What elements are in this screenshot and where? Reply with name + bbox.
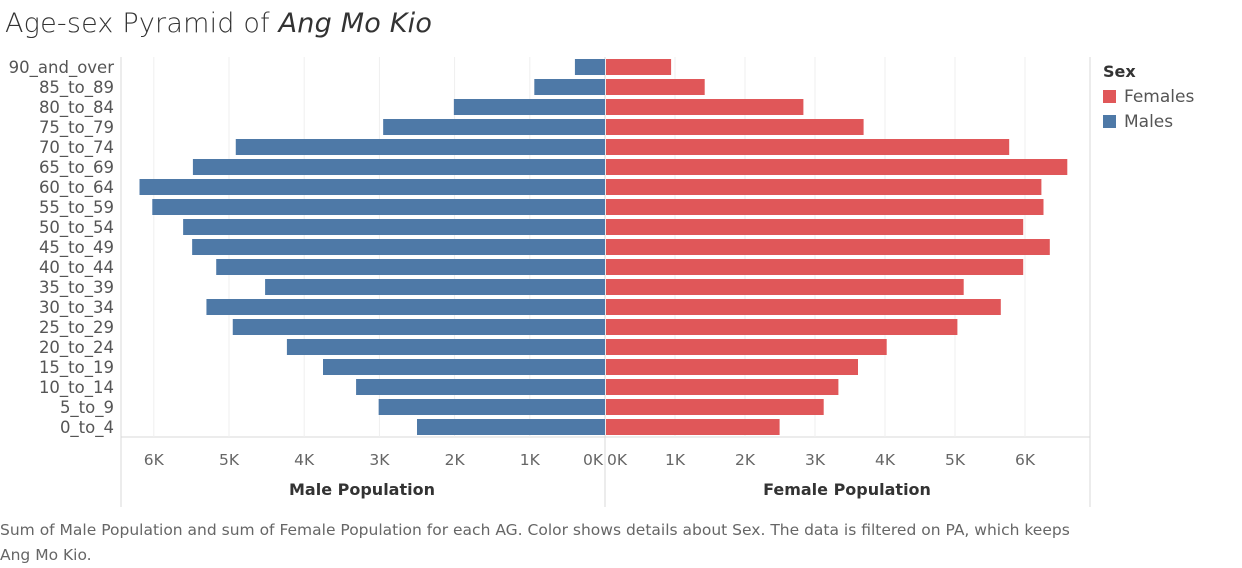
category-label: 85_to_89 xyxy=(39,78,114,98)
male-bar-55_to_59[interactable] xyxy=(152,199,605,215)
male-bar-20_to_24[interactable] xyxy=(286,339,605,355)
male-bar-30_to_34[interactable] xyxy=(206,299,605,315)
female-tick-label: 5K xyxy=(945,451,966,469)
male-bar-35_to_39[interactable] xyxy=(265,279,605,295)
bars xyxy=(139,59,1068,435)
category-label: 45_to_49 xyxy=(39,238,114,258)
legend: Sex Females Males xyxy=(1103,62,1194,134)
male-tick-label: 2K xyxy=(445,451,466,469)
female-bar-80_to_84[interactable] xyxy=(606,99,804,115)
male-bar-25_to_29[interactable] xyxy=(232,319,605,335)
category-label: 35_to_39 xyxy=(39,278,114,298)
male-tick-label: 6K xyxy=(144,451,165,469)
female-tick-label: 1K xyxy=(665,451,686,469)
pyramid-chart: 90_and_over85_to_8980_to_8475_to_7970_to… xyxy=(9,57,1091,507)
female-bar-90_and_over[interactable] xyxy=(606,59,672,75)
male-tick-label: 0K xyxy=(583,451,604,469)
male-bar-5_to_9[interactable] xyxy=(378,399,605,415)
male-bar-90_and_over[interactable] xyxy=(574,59,605,75)
male-tick-label: 5K xyxy=(219,451,240,469)
female-bar-35_to_39[interactable] xyxy=(606,279,964,295)
male-bar-75_to_79[interactable] xyxy=(383,119,605,135)
male-bar-0_to_4[interactable] xyxy=(417,419,605,435)
category-label: 15_to_19 xyxy=(39,358,114,378)
category-label: 50_to_54 xyxy=(39,218,114,238)
legend-title: Sex xyxy=(1103,62,1136,81)
female-bar-70_to_74[interactable] xyxy=(606,139,1010,155)
female-bar-75_to_79[interactable] xyxy=(606,119,864,135)
axis-ticks: 6K 5K 4K 3K 2K 1K 0K 0K 1K 2K 3K 4K 5K 6K xyxy=(144,451,1036,469)
category-label: 70_to_74 xyxy=(39,138,114,158)
category-label: 20_to_24 xyxy=(39,338,114,358)
female-bar-5_to_9[interactable] xyxy=(606,399,824,415)
male-axis-label: Male Population xyxy=(289,480,435,499)
female-tick-label: 3K xyxy=(805,451,826,469)
chart-title-place: Ang Mo Kio xyxy=(278,8,433,39)
category-label: 40_to_44 xyxy=(39,258,114,278)
female-bar-0_to_4[interactable] xyxy=(606,419,780,435)
male-bar-80_to_84[interactable] xyxy=(453,99,605,115)
male-bar-50_to_54[interactable] xyxy=(183,219,606,235)
male-bar-65_to_69[interactable] xyxy=(192,159,606,175)
female-bar-10_to_14[interactable] xyxy=(606,379,839,395)
female-bar-20_to_24[interactable] xyxy=(606,339,887,355)
male-tick-label: 3K xyxy=(369,451,390,469)
category-labels: 90_and_over85_to_8980_to_8475_to_7970_to… xyxy=(9,58,115,438)
female-axis-label: Female Population xyxy=(763,480,931,499)
male-bar-45_to_49[interactable] xyxy=(192,239,606,255)
category-label: 0_to_4 xyxy=(60,418,114,438)
legend-swatch-males xyxy=(1103,115,1116,128)
male-bar-40_to_44[interactable] xyxy=(216,259,605,275)
female-bar-25_to_29[interactable] xyxy=(606,319,958,335)
category-label: 10_to_14 xyxy=(39,378,114,398)
male-bar-60_to_64[interactable] xyxy=(139,179,605,195)
chart-title-prefix: Age-sex Pyramid of xyxy=(5,8,279,39)
female-tick-label: 0K xyxy=(607,451,628,469)
legend-item-males[interactable]: Males xyxy=(1103,109,1194,134)
chart-title: Age-sex Pyramid of Ang Mo Kio xyxy=(5,8,432,39)
female-bar-65_to_69[interactable] xyxy=(606,159,1068,175)
legend-swatch-females xyxy=(1103,90,1116,103)
male-tick-label: 4K xyxy=(294,451,315,469)
category-label: 65_to_69 xyxy=(39,158,114,178)
female-bar-50_to_54[interactable] xyxy=(606,219,1024,235)
female-bar-55_to_59[interactable] xyxy=(606,199,1044,215)
category-label: 90_and_over xyxy=(9,58,115,78)
legend-item-females[interactable]: Females xyxy=(1103,84,1194,109)
male-bar-85_to_89[interactable] xyxy=(534,79,605,95)
category-label: 75_to_79 xyxy=(39,118,114,138)
category-label: 80_to_84 xyxy=(39,98,114,118)
category-label: 30_to_34 xyxy=(39,298,114,318)
female-bar-60_to_64[interactable] xyxy=(606,179,1042,195)
male-tick-label: 1K xyxy=(520,451,541,469)
male-bar-70_to_74[interactable] xyxy=(235,139,605,155)
legend-label-females: Females xyxy=(1124,86,1195,107)
female-bar-15_to_19[interactable] xyxy=(606,359,858,375)
category-label: 25_to_29 xyxy=(39,318,114,338)
female-tick-label: 6K xyxy=(1015,451,1036,469)
male-bar-10_to_14[interactable] xyxy=(356,379,605,395)
female-tick-label: 2K xyxy=(735,451,756,469)
category-label: 5_to_9 xyxy=(60,398,114,418)
chart-caption: Sum of Male Population and sum of Female… xyxy=(0,521,1070,564)
category-label: 55_to_59 xyxy=(39,198,114,218)
female-bar-40_to_44[interactable] xyxy=(606,259,1024,275)
category-label: 60_to_64 xyxy=(39,178,114,198)
female-bar-85_to_89[interactable] xyxy=(606,79,705,95)
female-tick-label: 4K xyxy=(875,451,896,469)
male-bar-15_to_19[interactable] xyxy=(323,359,605,375)
legend-label-males: Males xyxy=(1124,111,1174,132)
female-bar-30_to_34[interactable] xyxy=(606,299,1001,315)
female-bar-45_to_49[interactable] xyxy=(606,239,1050,255)
